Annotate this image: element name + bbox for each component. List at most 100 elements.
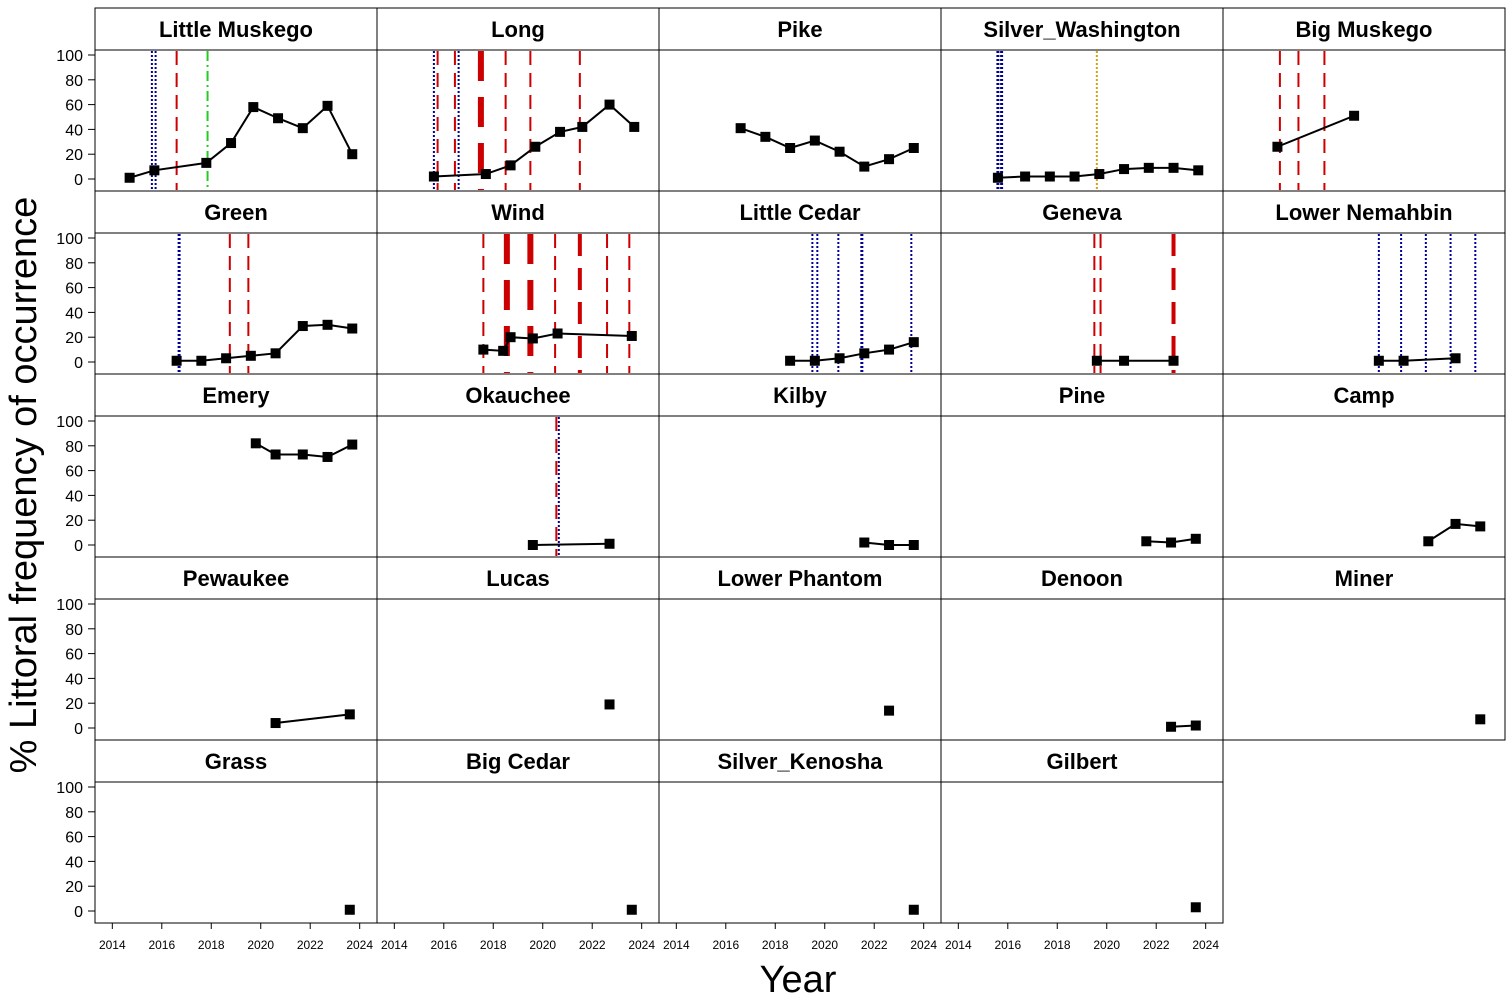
panel-title: Lower Nemahbin — [1275, 200, 1452, 225]
data-point — [347, 323, 358, 334]
y-tick-label: 80 — [65, 622, 83, 639]
data-point — [344, 904, 355, 915]
x-tick-label: 2020 — [811, 938, 838, 952]
panel-frame — [940, 49, 1224, 192]
data-point — [1119, 355, 1130, 366]
data-point — [1069, 171, 1080, 182]
data-point — [1119, 164, 1130, 175]
panel-frame — [376, 232, 660, 375]
data-point — [347, 439, 358, 450]
series-line — [433, 103, 635, 178]
data-point — [171, 355, 182, 366]
data-point — [1373, 355, 1384, 366]
y-tick-label: 80 — [65, 439, 83, 456]
panel-frame — [376, 598, 660, 741]
data-point — [196, 355, 207, 366]
series-line — [1378, 357, 1456, 362]
panel-frame — [94, 598, 378, 741]
data-point — [322, 100, 333, 111]
y-tick-label: 0 — [74, 538, 83, 555]
data-point — [270, 449, 281, 460]
data-point — [1475, 521, 1486, 532]
y-tick-label: 20 — [65, 330, 83, 347]
x-tick-label: 2014 — [945, 938, 972, 952]
data-point — [555, 126, 566, 137]
data-point — [1020, 171, 1031, 182]
panel-title: Okauchee — [465, 383, 570, 408]
y-tick-label: 60 — [65, 647, 83, 664]
data-point — [1166, 721, 1177, 732]
x-tick-label: 2020 — [529, 938, 556, 952]
data-point — [629, 121, 640, 132]
panel-strip — [376, 373, 660, 417]
x-tick-label: 2016 — [712, 938, 739, 952]
data-point — [1168, 355, 1179, 366]
panel: Wind — [376, 190, 660, 375]
data-point — [498, 345, 509, 356]
data-point — [859, 161, 870, 172]
data-point — [760, 131, 771, 142]
panel-strip — [1222, 190, 1506, 234]
panel-frame — [658, 232, 942, 375]
panel-frame — [94, 415, 378, 558]
panel-frame — [940, 415, 1224, 558]
panel-title: Pike — [777, 17, 822, 42]
panel-title: Kilby — [773, 383, 828, 408]
data-point — [1475, 714, 1486, 725]
data-point — [735, 123, 746, 134]
y-tick-label: 60 — [65, 464, 83, 481]
data-point — [270, 718, 281, 729]
data-point — [322, 451, 333, 462]
y-tick-label: 20 — [65, 513, 83, 530]
y-tick-label: 0 — [74, 172, 83, 189]
y-tick-label: 100 — [56, 48, 83, 65]
panel-title: Long — [491, 17, 545, 42]
panel-title: Miner — [1335, 566, 1394, 591]
data-point — [248, 102, 259, 113]
data-point — [1272, 141, 1283, 152]
panel-title: Camp — [1333, 383, 1394, 408]
data-point — [884, 154, 895, 165]
data-point — [809, 355, 820, 366]
y-tick-label: 100 — [56, 780, 83, 797]
data-point — [552, 328, 563, 339]
panel-strip — [658, 373, 942, 417]
panel: Emery 0 20 40 60 80 100 — [56, 373, 378, 558]
panel: Lower Nemahbin — [1222, 190, 1506, 375]
panel-strip — [376, 7, 660, 51]
panel-strip — [94, 7, 378, 51]
data-point — [577, 121, 588, 132]
panel: Big Cedar 2014 2016 2018 2020 2022 2024 — [376, 739, 660, 952]
x-tick-label: 2018 — [1044, 938, 1071, 952]
data-point — [908, 143, 919, 153]
x-tick-label: 2014 — [663, 938, 690, 952]
panel: Denoon — [940, 556, 1224, 741]
x-tick-label: 2018 — [762, 938, 789, 952]
panel-title: Little Cedar — [739, 200, 860, 225]
panel-frame — [376, 49, 660, 192]
data-point — [1450, 518, 1461, 529]
panel: Little Muskego 0 20 40 60 80 100 — [56, 7, 378, 192]
data-point — [1141, 536, 1152, 547]
panel-title: Silver_Kenosha — [717, 749, 883, 774]
data-point — [124, 172, 135, 183]
data-point — [1193, 165, 1204, 176]
panel-strip — [940, 190, 1224, 234]
data-point — [480, 169, 491, 180]
data-point — [785, 355, 796, 366]
data-point — [1423, 536, 1434, 547]
panel: Okauchee — [376, 373, 660, 558]
data-point — [221, 353, 232, 364]
x-tick-label: 2016 — [994, 938, 1021, 952]
data-point — [527, 333, 538, 344]
panel-frame — [376, 781, 660, 924]
panel-strip — [376, 739, 660, 783]
panels-layer: Little Muskego 0 20 40 60 80 100 Long Pike Silver… — [56, 7, 1506, 952]
data-point — [604, 699, 615, 710]
y-axis-title: % Littoral frequency of occurrence — [3, 197, 45, 774]
panel-frame — [658, 598, 942, 741]
panel-frame — [1222, 49, 1506, 192]
panel-title: Big Muskego — [1296, 17, 1433, 42]
panel-title: Gilbert — [1047, 749, 1119, 774]
